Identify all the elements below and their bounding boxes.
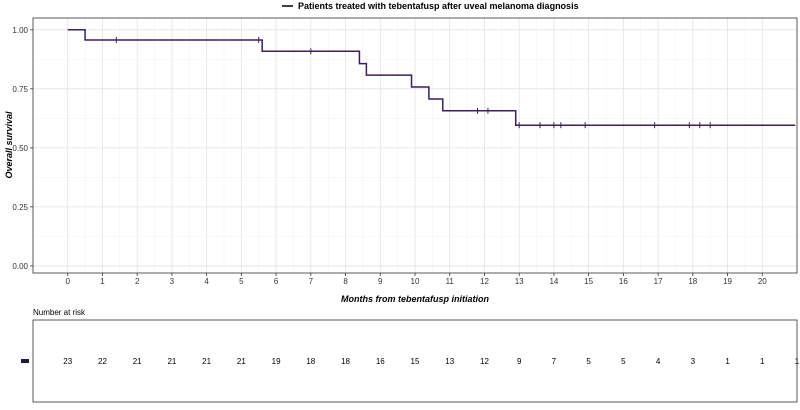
risk-count: 21 xyxy=(133,357,142,366)
risk-count: 21 xyxy=(237,357,246,366)
x-tick-label: 2 xyxy=(135,277,140,286)
risk-count: 4 xyxy=(656,357,661,366)
risk-strata-swatch xyxy=(21,359,29,363)
x-tick-label: 9 xyxy=(378,277,383,286)
x-tick-label: 12 xyxy=(480,277,489,286)
risk-table-panel xyxy=(32,319,798,403)
x-axis-ticks: 0 1 2 3 4 5 6 7 8 9 10 11 12 13 14 15 16 17 18 19 20 xyxy=(66,273,767,286)
x-tick-label: 3 xyxy=(170,277,175,286)
risk-count: 1 xyxy=(725,357,730,366)
censor-marks xyxy=(115,36,711,129)
legend: Patients treated with tebentafusp after … xyxy=(282,1,579,11)
x-tick-label: 11 xyxy=(446,277,455,286)
x-tick-label: 15 xyxy=(584,277,593,286)
x-tick-label: 0 xyxy=(66,277,71,286)
y-tick-label: 0.00 xyxy=(12,262,28,271)
risk-numbers: 23 22 21 21 21 21 19 18 18 16 15 13 12 9 7 5 5 4 3 1 1 1 xyxy=(63,357,799,366)
risk-count: 21 xyxy=(202,357,211,366)
y-tick-label: 0.75 xyxy=(12,85,28,94)
risk-count: 5 xyxy=(621,357,626,366)
survival-curve xyxy=(67,29,796,126)
risk-count: 16 xyxy=(376,357,385,366)
plot-panel xyxy=(32,17,798,274)
x-tick-label: 14 xyxy=(549,277,558,286)
x-tick-label: 19 xyxy=(723,277,732,286)
x-tick-label: 7 xyxy=(309,277,314,286)
x-tick-label: 4 xyxy=(204,277,209,286)
x-tick-label: 13 xyxy=(515,277,524,286)
x-tick-label: 8 xyxy=(343,277,348,286)
risk-table: Number at risk 23 22 21 21 21 21 19 18 18 16 15 13 1… xyxy=(21,308,800,403)
risk-count: 15 xyxy=(411,357,420,366)
risk-count: 1 xyxy=(760,357,765,366)
y-axis-ticks: 0.00 0.25 0.50 0.75 1.00 xyxy=(12,26,33,271)
x-tick-label: 10 xyxy=(411,277,420,286)
x-tick-label: 18 xyxy=(688,277,697,286)
x-axis-title: Months from tebentafusp initiation xyxy=(341,294,489,304)
risk-count: 3 xyxy=(691,357,696,366)
risk-table-title: Number at risk xyxy=(33,308,86,317)
x-tick-label: 17 xyxy=(654,277,663,286)
risk-count: 21 xyxy=(167,357,176,366)
risk-count: 23 xyxy=(63,357,72,366)
y-tick-label: 0.50 xyxy=(12,144,28,153)
x-tick-label: 5 xyxy=(239,277,244,286)
legend-label: Patients treated with tebentafusp after … xyxy=(298,1,579,11)
risk-count: 9 xyxy=(517,357,522,366)
risk-count: 5 xyxy=(586,357,591,366)
risk-count: 12 xyxy=(480,357,489,366)
risk-count: 7 xyxy=(552,357,557,366)
x-tick-label: 20 xyxy=(758,277,767,286)
x-tick-label: 1 xyxy=(100,277,105,286)
risk-count: 22 xyxy=(98,357,107,366)
risk-count: 18 xyxy=(306,357,315,366)
x-tick-label: 16 xyxy=(619,277,628,286)
grid-major xyxy=(33,18,797,273)
y-tick-label: 0.25 xyxy=(12,203,28,212)
risk-count: 1 xyxy=(795,357,800,366)
y-axis-title: Overall survival xyxy=(4,111,14,179)
risk-count: 18 xyxy=(341,357,350,366)
risk-count: 13 xyxy=(445,357,454,366)
risk-count: 19 xyxy=(272,357,281,366)
y-tick-label: 1.00 xyxy=(12,26,28,35)
x-tick-label: 6 xyxy=(274,277,279,286)
